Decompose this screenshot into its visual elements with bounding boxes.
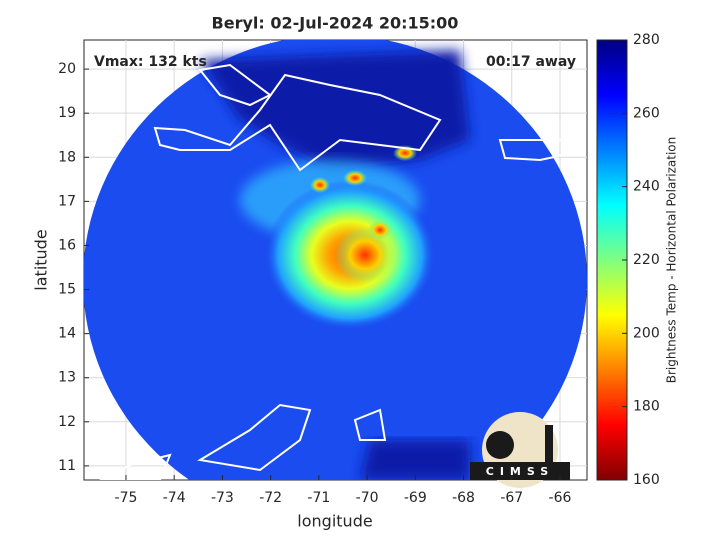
x-tick-label: -66 <box>549 490 572 506</box>
colorbar-tick-label: 180 <box>633 399 660 415</box>
x-tick-label: -74 <box>163 490 186 506</box>
y-tick-label: 20 <box>58 61 76 77</box>
colorbar-tick-label: 200 <box>633 325 660 341</box>
satellite-image <box>84 40 587 480</box>
y-tick-label: 19 <box>58 105 76 121</box>
cimss-logo: CIMSS <box>470 412 570 488</box>
y-tick-label: 18 <box>58 149 76 165</box>
x-tick-label: -70 <box>356 490 379 506</box>
x-axis-label: longitude <box>297 512 372 531</box>
x-tick-label: -67 <box>500 490 523 506</box>
colorbar-tick-label: 260 <box>633 105 660 121</box>
x-tick-label: -73 <box>211 490 234 506</box>
annotation: 00:17 away <box>486 54 576 70</box>
y-tick-label: 13 <box>58 370 76 386</box>
colorbar-tick-label: 160 <box>633 472 660 488</box>
colorbar-label: Brightness Temp - Horizontal Polarizatio… <box>665 137 679 384</box>
colorbar-tick-label: 220 <box>633 252 660 268</box>
colorbar-tick-label: 240 <box>633 179 660 195</box>
y-tick-label: 17 <box>58 193 76 209</box>
y-tick-label: 11 <box>58 458 76 474</box>
x-tick-label: -69 <box>404 490 427 506</box>
y-axis-label: latitude <box>32 229 51 290</box>
annotation: Vmax: 132 kts <box>94 54 207 70</box>
y-tick-label: 16 <box>58 237 76 253</box>
x-tick-label: -68 <box>452 490 475 506</box>
y-tick-label: 12 <box>58 414 76 430</box>
x-tick-label: -75 <box>115 490 138 506</box>
chart-title: Beryl: 02-Jul-2024 20:15:00 <box>212 14 459 33</box>
y-tick-label: 15 <box>58 282 76 298</box>
x-tick-label: -71 <box>307 490 330 506</box>
logo-text: CIMSS <box>486 465 554 478</box>
x-tick-label: -72 <box>259 490 282 506</box>
colorbar-tick-label: 280 <box>633 32 660 48</box>
y-tick-label: 14 <box>58 326 76 342</box>
